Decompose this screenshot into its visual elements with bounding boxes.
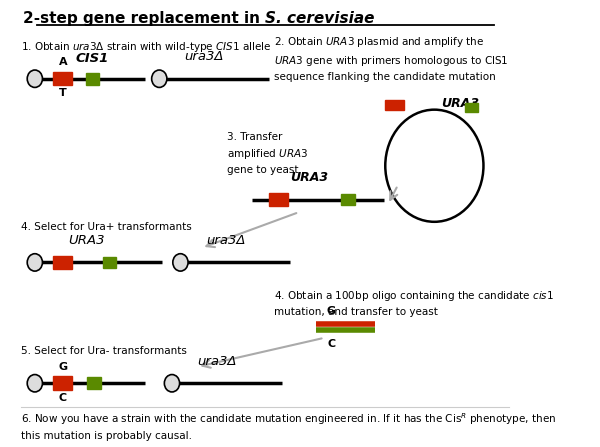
Circle shape: [27, 70, 43, 88]
Text: 3. Transfer
amplified $URA3$
gene to yeast: 3. Transfer amplified $URA3$ gene to yea…: [227, 132, 308, 175]
Circle shape: [152, 70, 167, 88]
Text: A: A: [58, 57, 67, 67]
Text: ura3Δ: ura3Δ: [197, 355, 237, 368]
Circle shape: [173, 254, 188, 271]
Text: CIS1: CIS1: [76, 52, 109, 65]
Text: 4. Obtain a 100bp oligo containing the candidate $cis1$
mutation, and transfer t: 4. Obtain a 100bp oligo containing the c…: [274, 290, 554, 317]
Text: T: T: [59, 89, 67, 98]
Circle shape: [27, 375, 43, 392]
Text: URA3: URA3: [68, 234, 105, 247]
Text: C: C: [59, 393, 67, 403]
Text: URA3: URA3: [290, 171, 329, 184]
Bar: [385, 100, 404, 110]
Circle shape: [27, 254, 43, 271]
Bar: [88, 377, 101, 389]
Text: 6. Now you have a strain with the candidate mutation engineered in. If it has th: 6. Now you have a strain with the candid…: [21, 411, 557, 441]
Bar: [53, 72, 72, 85]
Bar: [269, 193, 288, 207]
Text: C: C: [327, 339, 335, 349]
Circle shape: [164, 375, 179, 392]
Bar: [465, 103, 478, 112]
Text: URA3: URA3: [441, 97, 479, 110]
Text: G: G: [326, 306, 335, 316]
Text: 5. Select for Ura- transformants: 5. Select for Ura- transformants: [21, 346, 187, 355]
Bar: [53, 376, 72, 390]
Text: 2-step gene replacement in: 2-step gene replacement in: [23, 11, 265, 26]
Text: ura3Δ: ura3Δ: [185, 50, 224, 63]
Bar: [103, 257, 116, 268]
Text: 1. Obtain $ura3\Delta$ strain with wild-type $CIS1$ allele: 1. Obtain $ura3\Delta$ strain with wild-…: [21, 40, 272, 54]
Text: S. cerevisiae: S. cerevisiae: [265, 11, 374, 26]
Text: 2. Obtain $URA3$ plasmid and amplify the
$URA3$ gene with primers homologous to : 2. Obtain $URA3$ plasmid and amplify the…: [274, 35, 508, 82]
Text: G: G: [58, 362, 67, 371]
Bar: [86, 73, 99, 84]
Bar: [341, 194, 355, 205]
Text: 4. Select for Ura+ transformants: 4. Select for Ura+ transformants: [21, 222, 192, 232]
Bar: [53, 256, 72, 269]
Text: ura3Δ: ura3Δ: [206, 234, 245, 247]
